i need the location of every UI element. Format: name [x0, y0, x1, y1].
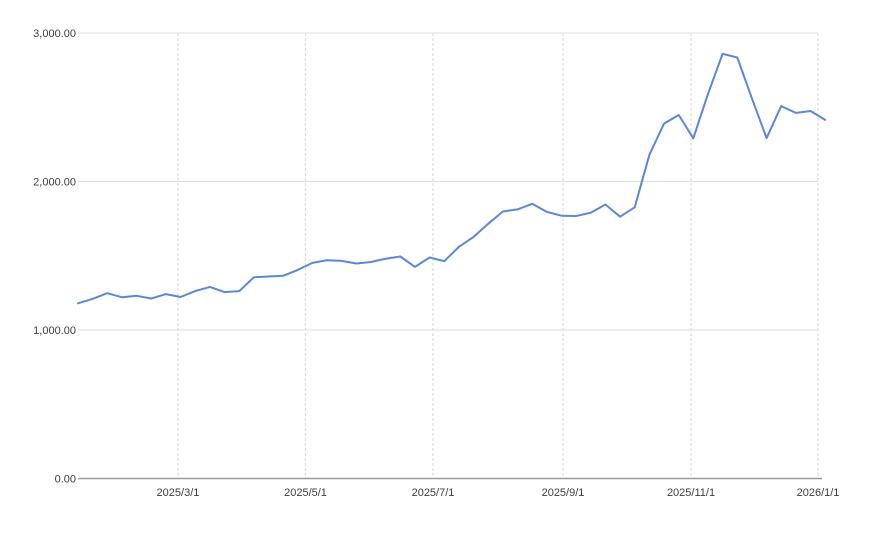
x-axis-tick-label: 2025/9/1 [542, 487, 585, 499]
price-line [77, 52, 827, 305]
y-axis-tick-label: 3,000.00 [33, 28, 76, 40]
x-axis-tick-label: 2025/5/1 [284, 487, 327, 499]
y-axis-tick-label: 1,000.00 [33, 325, 76, 337]
y-axis-tick-label: 0.00 [55, 474, 76, 486]
series-line-group [77, 52, 827, 305]
x-axis-tick-label: 2025/11/1 [667, 487, 715, 499]
horizontal-gridlines [78, 32, 818, 331]
y-axis-tick-label: 2,000.00 [33, 177, 76, 189]
y-axis-tick-labels: 0.00 1,000.00 2,000.00 3,000.00 [33, 28, 76, 486]
x-axis-tick-labels: 2025/3/1 2025/5/1 2025/7/1 2025/9/1 2025/11/… [157, 487, 840, 499]
vertical-gridlines [177, 33, 819, 479]
x-axis-tick-label: 2025/7/1 [412, 487, 455, 499]
x-axis-tick-label: 2025/3/1 [157, 487, 200, 499]
x-axis-tick-label: 2026/1/1 [797, 487, 840, 499]
